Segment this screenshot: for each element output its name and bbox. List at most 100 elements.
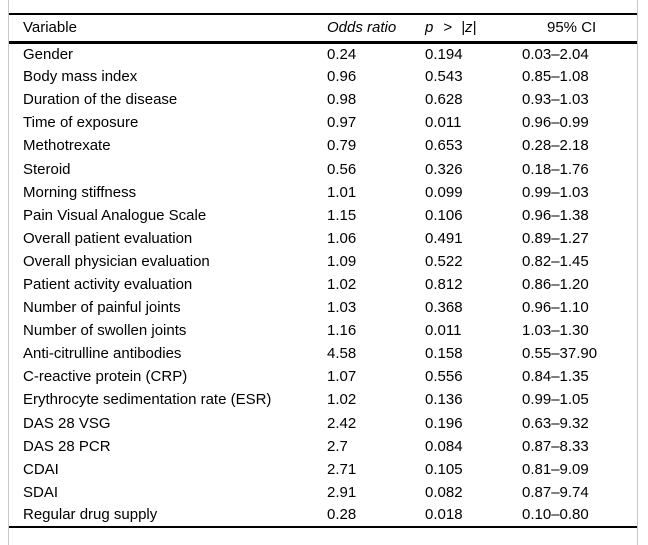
ci-cell: 0.18–1.76 [522,160,589,178]
odds-ratio-cell: 0.79 [327,137,357,155]
variable-cell: Patient activity evaluation [23,275,193,293]
odds-ratio-cell: 1.01 [327,183,357,201]
table-row: SDAI 2.91 0.082 0.87–9.74 [9,481,637,504]
ci-cell: 0.81–9.09 [522,460,589,478]
greater-than-symbol: > [443,19,453,37]
p-value-cell: 0.099 [425,183,463,201]
p-value-cell: 0.084 [425,437,463,455]
table-row: Erythrocyte sedimentation rate (ESR) 1.0… [9,388,637,411]
ci-cell: 0.55–37.90 [522,345,598,363]
header-row: Variable Odds ratio p > |z| 95% CI [9,14,637,42]
ci-cell: 1.03–1.30 [522,322,589,340]
table-row: Patient activity evaluation 1.02 0.812 0… [9,273,637,296]
variable-cell: CDAI [23,460,59,478]
ci-cell: 0.93–1.03 [522,91,589,109]
odds-ratio-cell: 0.96 [327,68,357,86]
ci-cell: 0.89–1.27 [522,229,589,247]
p-value-cell: 0.011 [425,114,462,132]
p-value-cell: 0.556 [425,368,463,386]
variable-cell: Gender [23,45,74,63]
p-value-cell: 0.011 [425,322,462,340]
variable-cell: Duration of the disease [23,91,178,109]
p-value-cell: 0.812 [425,275,463,293]
odds-ratio-cell: 1.16 [327,322,357,340]
table-row: Number of painful joints 1.03 0.368 0.96… [9,296,637,319]
ci-cell: 0.96–0.99 [522,114,589,132]
p-value-cell: 0.106 [425,206,463,224]
odds-ratio-cell: 1.02 [327,391,357,409]
odds-ratio-cell: 0.24 [327,45,357,63]
table-row: Pain Visual Analogue Scale 1.15 0.106 0.… [9,204,637,227]
odds-ratio-cell: 0.28 [327,506,357,524]
variable-cell: Time of exposure [23,114,139,132]
variable-cell: Overall patient evaluation [23,229,193,247]
variable-cell: Anti-citrulline antibodies [23,345,182,363]
ci-cell: 0.87–9.74 [522,483,589,501]
table-row: Steroid 0.56 0.326 0.18–1.76 [9,157,637,180]
ci-cell: 0.84–1.35 [522,368,589,386]
p-value-cell: 0.196 [425,414,463,432]
p-value-cell: 0.653 [425,137,463,155]
table-row: Methotrexate 0.79 0.653 0.28–2.18 [9,134,637,157]
ci-cell: 0.85–1.08 [522,68,589,86]
table-row: DAS 28 PCR 2.7 0.084 0.87–8.33 [9,435,637,458]
ci-cell: 0.10–0.80 [522,506,589,524]
p-value-cell: 0.018 [425,506,463,524]
odds-ratio-cell: 2.7 [327,437,348,455]
ci-cell: 0.96–1.10 [522,299,589,317]
table-row: Gender 0.24 0.194 0.03–2.04 [9,42,637,65]
odds-ratio-cell: 2.42 [327,414,357,432]
abs-z-symbol: |z| [461,19,477,37]
ci-cell: 0.28–2.18 [522,137,589,155]
table-row: C-reactive protein (CRP) 1.07 0.556 0.84… [9,365,637,388]
col-header-odds-ratio: Odds ratio [327,19,397,37]
ci-cell: 0.63–9.32 [522,414,589,432]
table-row: Anti-citrulline antibodies 4.58 0.158 0.… [9,342,637,365]
p-value-cell: 0.326 [425,160,463,178]
variable-cell: SDAI [23,483,59,501]
variable-cell: Number of painful joints [23,299,181,317]
table-row: Duration of the disease 0.98 0.628 0.93–… [9,88,637,111]
table-row: Regular drug supply 0.28 0.018 0.10–0.80 [9,504,637,527]
odds-ratio-cell: 1.06 [327,229,357,247]
table-body: Gender 0.24 0.194 0.03–2.04 Body mass in… [9,42,637,527]
odds-ratio-cell: 0.56 [327,160,357,178]
p-value-cell: 0.522 [425,252,463,270]
variable-cell: C-reactive protein (CRP) [23,368,188,386]
p-value-cell: 0.158 [425,345,463,363]
variable-cell: DAS 28 VSG [23,414,111,432]
table-row: CDAI 2.71 0.105 0.81–9.09 [9,458,637,481]
table-row: Overall physician evaluation 1.09 0.522 … [9,250,637,273]
col-header-95ci: 95% CI [547,19,597,37]
odds-ratio-cell: 1.07 [327,368,357,386]
table-row: Body mass index 0.96 0.543 0.85–1.08 [9,65,637,88]
odds-ratio-cell: 2.91 [327,483,357,501]
ci-cell: 0.86–1.20 [522,275,589,293]
odds-ratio-cell: 1.09 [327,252,357,270]
table-row: Number of swollen joints 1.16 0.011 1.03… [9,319,637,342]
col-header-p-z: p > |z| [425,14,522,42]
p-value-cell: 0.082 [425,483,463,501]
table-header: Variable Odds ratio p > |z| 95% CI [9,14,637,42]
ci-cell: 0.99–1.05 [522,391,589,409]
ci-cell: 0.82–1.45 [522,252,589,270]
variable-cell: Number of swollen joints [23,322,187,340]
variable-cell: Overall physician evaluation [23,252,210,270]
odds-ratio-cell: 1.15 [327,206,357,224]
variable-cell: Pain Visual Analogue Scale [23,206,207,224]
variable-cell: Body mass index [23,68,138,86]
regression-results-table: Variable Odds ratio p > |z| 95% CI Gender … [9,13,637,528]
ci-cell: 0.87–8.33 [522,437,589,455]
odds-ratio-cell: 0.97 [327,114,357,132]
p-value-cell: 0.136 [425,391,463,409]
table-row: DAS 28 VSG 2.42 0.196 0.63–9.32 [9,412,637,435]
variable-cell: Regular drug supply [23,506,158,524]
odds-ratio-cell: 4.58 [327,345,357,363]
ci-cell: 0.99–1.03 [522,183,589,201]
odds-ratio-cell: 1.03 [327,299,357,317]
variable-cell: Methotrexate [23,137,111,155]
odds-ratio-cell: 1.02 [327,275,357,293]
col-header-variable: Variable [23,19,77,37]
table-frame: Variable Odds ratio p > |z| 95% CI Gender … [8,0,638,545]
variable-cell: Morning stiffness [23,183,137,201]
